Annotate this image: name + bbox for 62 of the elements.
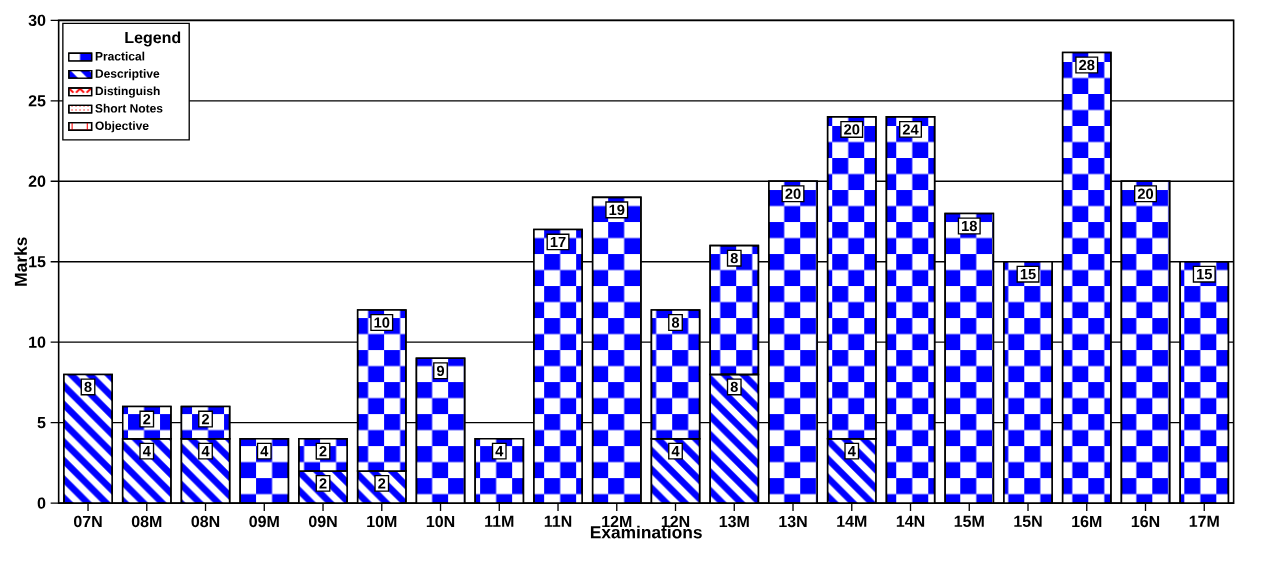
y-tick-label: 10	[29, 336, 46, 348]
data-label: 8	[671, 317, 680, 328]
data-label: 20	[844, 124, 860, 135]
data-label: 8	[730, 381, 738, 393]
data-label: 4	[142, 446, 151, 457]
x-tick-label: 14M	[837, 515, 867, 527]
y-axis-title: Marks	[14, 237, 27, 286]
legend-label: Practical	[95, 51, 145, 61]
data-label: 8	[84, 381, 92, 393]
data-label: 8	[730, 252, 738, 264]
data-label: 4	[671, 446, 680, 457]
x-tick-label: 12M	[602, 515, 632, 527]
data-label: 20	[1137, 188, 1154, 199]
data-label: 2	[378, 478, 386, 489]
y-tick-label: 0	[37, 497, 46, 509]
legend-title: Legend	[125, 31, 181, 47]
data-label: 24	[902, 124, 919, 135]
y-tick-label: 15	[29, 256, 46, 268]
data-label: 17	[550, 236, 566, 247]
legend-label: Short Notes	[95, 103, 163, 113]
data-label: 4	[260, 446, 269, 457]
x-tick-label: 13N	[779, 515, 807, 528]
x-tick-label: 08N	[191, 515, 220, 528]
data-label: 4	[201, 446, 210, 457]
x-axis-title: Examinations	[590, 525, 702, 539]
y-tick-label: 5	[37, 417, 46, 429]
data-label: 15	[1197, 269, 1212, 280]
x-tick-label: 09N	[308, 515, 337, 528]
data-label: 2	[319, 478, 327, 489]
x-tick-label: 10N	[426, 515, 455, 528]
x-tick-label: 09M	[249, 515, 279, 528]
x-tick-label: 07N	[73, 515, 102, 528]
data-label: 2	[319, 446, 327, 457]
x-tick-label: 14N	[896, 515, 925, 527]
x-tick-label: 11N	[544, 515, 572, 527]
x-tick-label: 08M	[131, 515, 162, 528]
data-label: 19	[609, 204, 625, 216]
data-label: 10	[374, 317, 390, 328]
x-tick-label: 15M	[954, 515, 984, 527]
legend-label: Distinguish	[95, 86, 160, 98]
data-label: 4	[847, 446, 856, 457]
x-tick-label: 10M	[367, 515, 397, 528]
x-tick-label: 16N	[1131, 515, 1160, 528]
data-label: 15	[1020, 269, 1036, 280]
x-tick-label: 17M	[1189, 515, 1219, 527]
data-label: 2	[143, 413, 151, 425]
x-tick-label: 15N	[1014, 515, 1042, 527]
y-tick-label: 30	[28, 14, 46, 26]
y-tick-label: 20	[28, 175, 46, 187]
data-label: 28	[1079, 59, 1095, 71]
x-tick-label: 16M	[1072, 515, 1102, 528]
legend-label: Objective	[95, 121, 149, 133]
data-label: 4	[495, 446, 504, 457]
data-label: 18	[962, 220, 977, 232]
data-label: 20	[785, 188, 801, 199]
data-label: 9	[436, 365, 445, 376]
x-tick-label: 11M	[485, 515, 514, 527]
y-tick-label: 25	[28, 95, 46, 107]
x-tick-label: 13M	[719, 515, 749, 528]
x-tick-label: 12N	[661, 515, 690, 527]
data-label: 2	[201, 413, 210, 425]
legend-label: Descriptive	[95, 68, 160, 81]
